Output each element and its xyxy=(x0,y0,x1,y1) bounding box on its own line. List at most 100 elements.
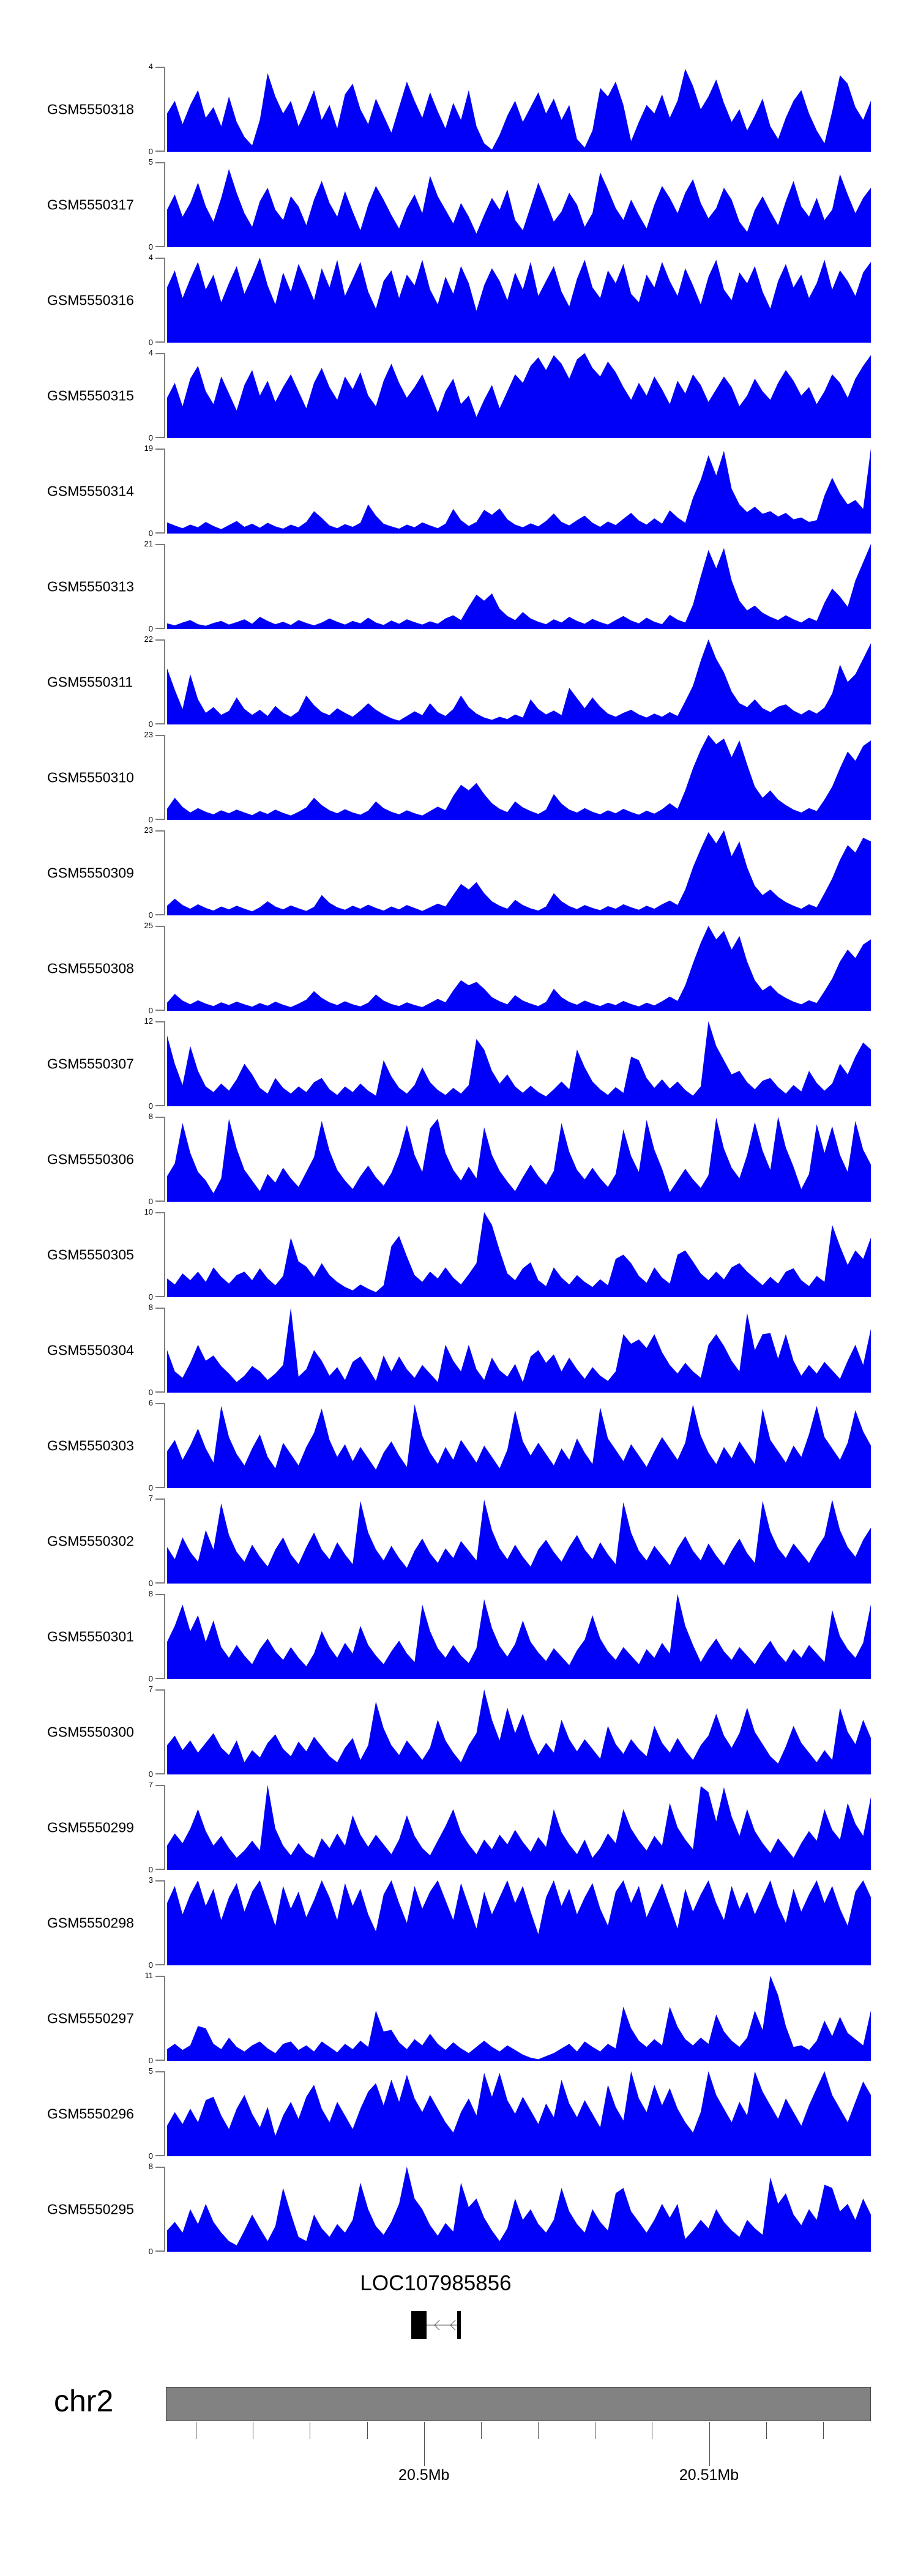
signal-track-row: GSM5550301 8 0 xyxy=(0,1589,918,1683)
signal-track-row: GSM5550306 8 0 xyxy=(0,1112,918,1206)
coverage-polygon xyxy=(167,1880,871,1965)
ruler-minor-tick xyxy=(766,2422,767,2439)
signal-track-row: GSM5550316 4 0 xyxy=(0,253,918,347)
track-sample-label: GSM5550299 xyxy=(47,1819,134,1835)
track-sample-label: GSM5550296 xyxy=(47,2105,134,2121)
coverage-area-chart xyxy=(167,1594,871,1679)
track-ymin-label: 0 xyxy=(148,1101,153,1111)
coverage-area-chart xyxy=(167,2167,871,2252)
ruler-minor-tick xyxy=(538,2422,539,2439)
track-y-axis xyxy=(155,353,165,438)
track-ymax-label: 8 xyxy=(148,1589,153,1598)
track-y-axis xyxy=(155,1594,165,1679)
track-sample-label: GSM5550305 xyxy=(47,1246,134,1262)
track-ymin-label: 0 xyxy=(148,1674,153,1683)
track-y-axis xyxy=(155,1880,165,1965)
track-y-axis xyxy=(155,1021,165,1106)
track-y-axis xyxy=(155,926,165,1011)
track-y-axis xyxy=(155,1976,165,2061)
track-y-axis xyxy=(155,1212,165,1297)
track-sample-label: GSM5550313 xyxy=(47,578,134,594)
track-sample-label: GSM5550310 xyxy=(47,769,134,785)
coverage-polygon xyxy=(167,1785,871,1870)
coverage-polygon xyxy=(167,544,871,629)
ruler-tick-label: 20.5Mb xyxy=(398,2466,450,2484)
track-ymax-label: 12 xyxy=(144,1016,153,1026)
track-sample-label: GSM5550304 xyxy=(47,1342,134,1358)
track-sample-label: GSM5550301 xyxy=(47,1628,134,1644)
track-y-axis xyxy=(155,1403,165,1488)
gene-model xyxy=(411,2311,461,2339)
coverage-polygon xyxy=(167,69,871,152)
coverage-area-chart xyxy=(167,1880,871,1965)
track-ymax-label: 19 xyxy=(144,444,153,453)
signal-track-row: GSM5550296 5 0 xyxy=(0,2066,918,2161)
track-ymax-label: 8 xyxy=(148,1112,153,1121)
ruler-tick-label: 20.51Mb xyxy=(679,2466,739,2484)
track-ymax-label: 8 xyxy=(148,1303,153,1312)
coverage-polygon xyxy=(167,353,871,438)
track-ymax-label: 25 xyxy=(144,921,153,930)
coverage-area-chart xyxy=(167,1976,871,2061)
signal-track-row: GSM5550297 11 0 xyxy=(0,1971,918,2065)
coverage-area-chart xyxy=(167,353,871,438)
strand-arrow-icon xyxy=(450,2320,456,2331)
track-sample-label: GSM5550307 xyxy=(47,1055,134,1071)
track-ymin-label: 0 xyxy=(148,624,153,633)
signal-track-row: GSM5550300 7 0 xyxy=(0,1684,918,1779)
track-ymax-label: 4 xyxy=(148,253,153,262)
coverage-polygon xyxy=(167,2167,871,2252)
track-sample-label: GSM5550314 xyxy=(47,483,134,499)
signal-track-row: GSM5550310 23 0 xyxy=(0,730,918,824)
coverage-area-chart xyxy=(167,69,871,152)
track-ymax-label: 5 xyxy=(148,157,153,166)
track-sample-label: GSM5550311 xyxy=(47,674,133,690)
track-ymax-label: 7 xyxy=(148,1684,153,1694)
track-y-axis xyxy=(155,162,165,247)
track-ymin-label: 0 xyxy=(148,1388,153,1397)
chromosome-ideogram-bar xyxy=(166,2387,871,2421)
track-sample-label: GSM5550317 xyxy=(47,196,134,212)
track-ymax-label: 23 xyxy=(144,730,153,739)
track-ymax-label: 11 xyxy=(144,1971,154,1980)
track-sample-label: GSM5550309 xyxy=(47,865,134,880)
coverage-polygon xyxy=(167,1117,871,1202)
coverage-area-chart xyxy=(167,1500,871,1584)
signal-track-row: GSM5550309 23 0 xyxy=(0,825,918,920)
track-ymin-label: 0 xyxy=(148,2056,153,2065)
coverage-polygon xyxy=(167,258,871,343)
track-ymax-label: 4 xyxy=(148,62,153,71)
coverage-polygon xyxy=(167,1594,871,1679)
coverage-polygon xyxy=(167,2071,871,2156)
track-sample-label: GSM5550295 xyxy=(47,2201,134,2217)
track-sample-label: GSM5550302 xyxy=(47,1533,134,1549)
signal-track-row: GSM5550302 7 0 xyxy=(0,1494,918,1588)
gene-exon-box xyxy=(411,2311,427,2339)
track-y-axis xyxy=(155,639,165,724)
coverage-area-chart xyxy=(167,544,871,629)
track-ymax-label: 3 xyxy=(148,1875,153,1885)
track-ymin-label: 0 xyxy=(148,1292,153,1301)
coverage-area-chart xyxy=(167,2071,871,2156)
track-ymin-label: 0 xyxy=(148,2151,153,2161)
track-ymin-label: 0 xyxy=(148,433,153,442)
track-ymin-label: 0 xyxy=(148,1579,153,1588)
coverage-polygon xyxy=(167,735,871,820)
track-ymin-label: 0 xyxy=(148,1770,153,1779)
track-ymin-label: 0 xyxy=(148,1483,153,1492)
track-y-axis xyxy=(155,735,165,820)
coverage-area-chart xyxy=(167,1785,871,1870)
track-y-axis xyxy=(155,67,165,152)
track-y-axis xyxy=(155,258,165,343)
coverage-area-chart xyxy=(167,1212,871,1297)
track-ymin-label: 0 xyxy=(148,338,153,347)
coverage-polygon xyxy=(167,449,871,534)
coverage-area-chart xyxy=(167,1404,871,1488)
track-sample-label: GSM5550306 xyxy=(47,1151,134,1167)
signal-track-row: GSM5550308 25 0 xyxy=(0,921,918,1015)
coverage-polygon xyxy=(167,1500,871,1584)
signal-track-row: GSM5550298 3 0 xyxy=(0,1875,918,1970)
signal-track-row: GSM5550307 12 0 xyxy=(0,1016,918,1111)
coverage-polygon xyxy=(167,1404,871,1488)
